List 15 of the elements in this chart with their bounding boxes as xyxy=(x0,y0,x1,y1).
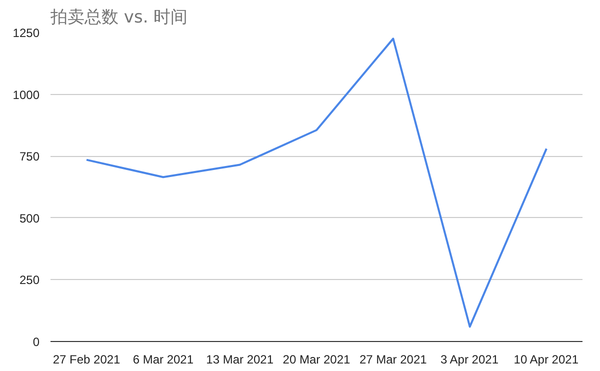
y-tick-label: 1000 xyxy=(12,88,40,102)
x-tick-label: 10 Apr 2021 xyxy=(514,352,579,366)
y-tick-label: 250 xyxy=(19,273,40,288)
chart-title: 拍卖总数 vs. 时间 xyxy=(50,8,188,28)
x-tick-label: 6 Mar 2021 xyxy=(132,352,194,366)
x-tick-label: 13 Mar 2021 xyxy=(206,352,274,366)
x-tick-label: 20 Mar 2021 xyxy=(282,352,351,366)
y-tick-label: 500 xyxy=(19,211,40,226)
x-tick-label: 3 Apr 2021 xyxy=(440,352,499,366)
x-tick-label: 27 Feb 2021 xyxy=(52,352,121,366)
y-tick-label: 750 xyxy=(19,150,40,164)
y-tick-label: 0 xyxy=(32,335,40,349)
line-series xyxy=(86,38,548,328)
x-tick-label: 27 Mar 2021 xyxy=(359,352,428,366)
y-tick-label: 1250 xyxy=(12,26,40,40)
